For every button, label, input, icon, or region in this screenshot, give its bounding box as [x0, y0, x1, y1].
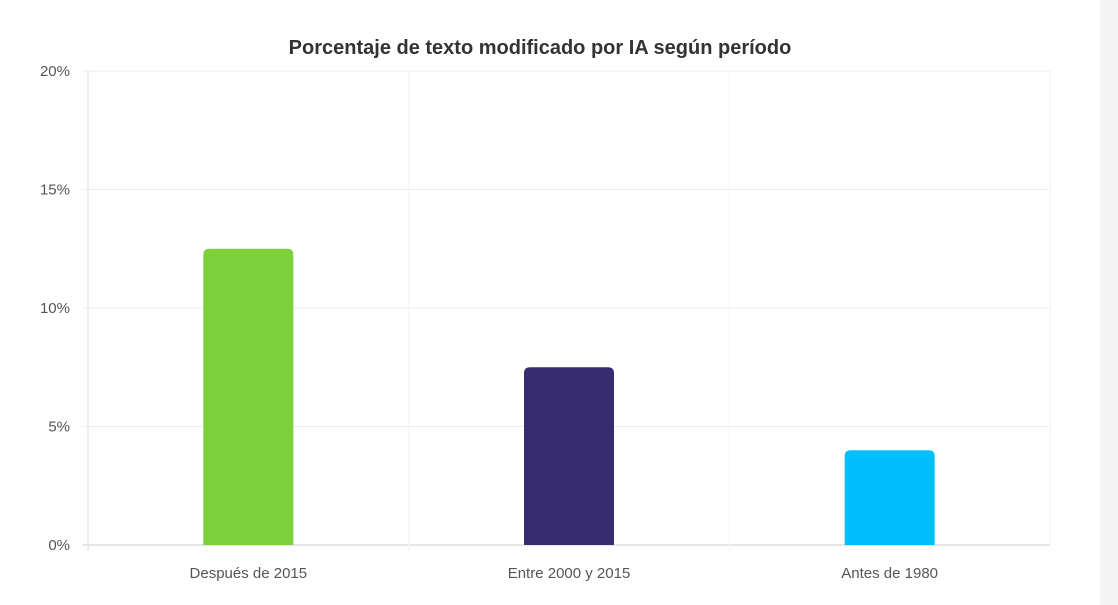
y-tick-label: 10% — [40, 300, 70, 317]
bar — [524, 367, 614, 545]
bar — [203, 248, 294, 545]
x-tick-label: Después de 2015 — [190, 565, 308, 582]
y-tick-label: 20% — [40, 63, 70, 80]
x-tick-label: Entre 2000 y 2015 — [508, 565, 631, 582]
x-tick-label: Antes de 1980 — [841, 565, 938, 582]
y-tick-label: 5% — [48, 419, 70, 436]
y-tick-label: 15% — [40, 182, 70, 199]
chart-title: Porcentaje de texto modificado por IA se… — [289, 37, 792, 59]
scrollbar-track[interactable] — [1100, 0, 1118, 605]
y-tick-label: 0% — [48, 537, 70, 554]
bar — [844, 450, 935, 545]
